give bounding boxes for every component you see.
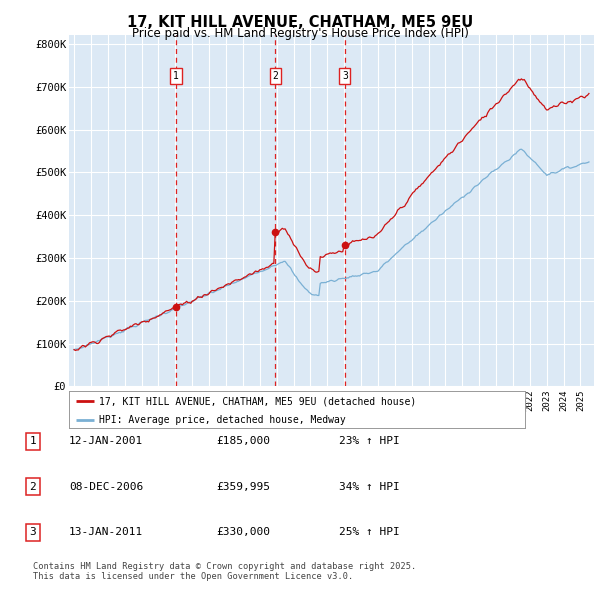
Text: 08-DEC-2006: 08-DEC-2006 bbox=[69, 482, 143, 491]
Text: 23% ↑ HPI: 23% ↑ HPI bbox=[339, 437, 400, 446]
Text: Contains HM Land Registry data © Crown copyright and database right 2025.
This d: Contains HM Land Registry data © Crown c… bbox=[33, 562, 416, 581]
Text: £185,000: £185,000 bbox=[216, 437, 270, 446]
Text: £359,995: £359,995 bbox=[216, 482, 270, 491]
Text: 1: 1 bbox=[29, 437, 37, 446]
Text: 2: 2 bbox=[29, 482, 37, 491]
Text: HPI: Average price, detached house, Medway: HPI: Average price, detached house, Medw… bbox=[98, 415, 346, 425]
Text: 12-JAN-2001: 12-JAN-2001 bbox=[69, 437, 143, 446]
Text: £330,000: £330,000 bbox=[216, 527, 270, 537]
Text: 3: 3 bbox=[29, 527, 37, 537]
Text: 1: 1 bbox=[173, 71, 179, 81]
Text: 25% ↑ HPI: 25% ↑ HPI bbox=[339, 527, 400, 537]
Text: Price paid vs. HM Land Registry's House Price Index (HPI): Price paid vs. HM Land Registry's House … bbox=[131, 27, 469, 40]
Text: 17, KIT HILL AVENUE, CHATHAM, ME5 9EU: 17, KIT HILL AVENUE, CHATHAM, ME5 9EU bbox=[127, 15, 473, 30]
Text: 3: 3 bbox=[342, 71, 348, 81]
Text: 2: 2 bbox=[272, 71, 278, 81]
Text: 17, KIT HILL AVENUE, CHATHAM, ME5 9EU (detached house): 17, KIT HILL AVENUE, CHATHAM, ME5 9EU (d… bbox=[98, 396, 416, 407]
Text: 34% ↑ HPI: 34% ↑ HPI bbox=[339, 482, 400, 491]
Text: 13-JAN-2011: 13-JAN-2011 bbox=[69, 527, 143, 537]
